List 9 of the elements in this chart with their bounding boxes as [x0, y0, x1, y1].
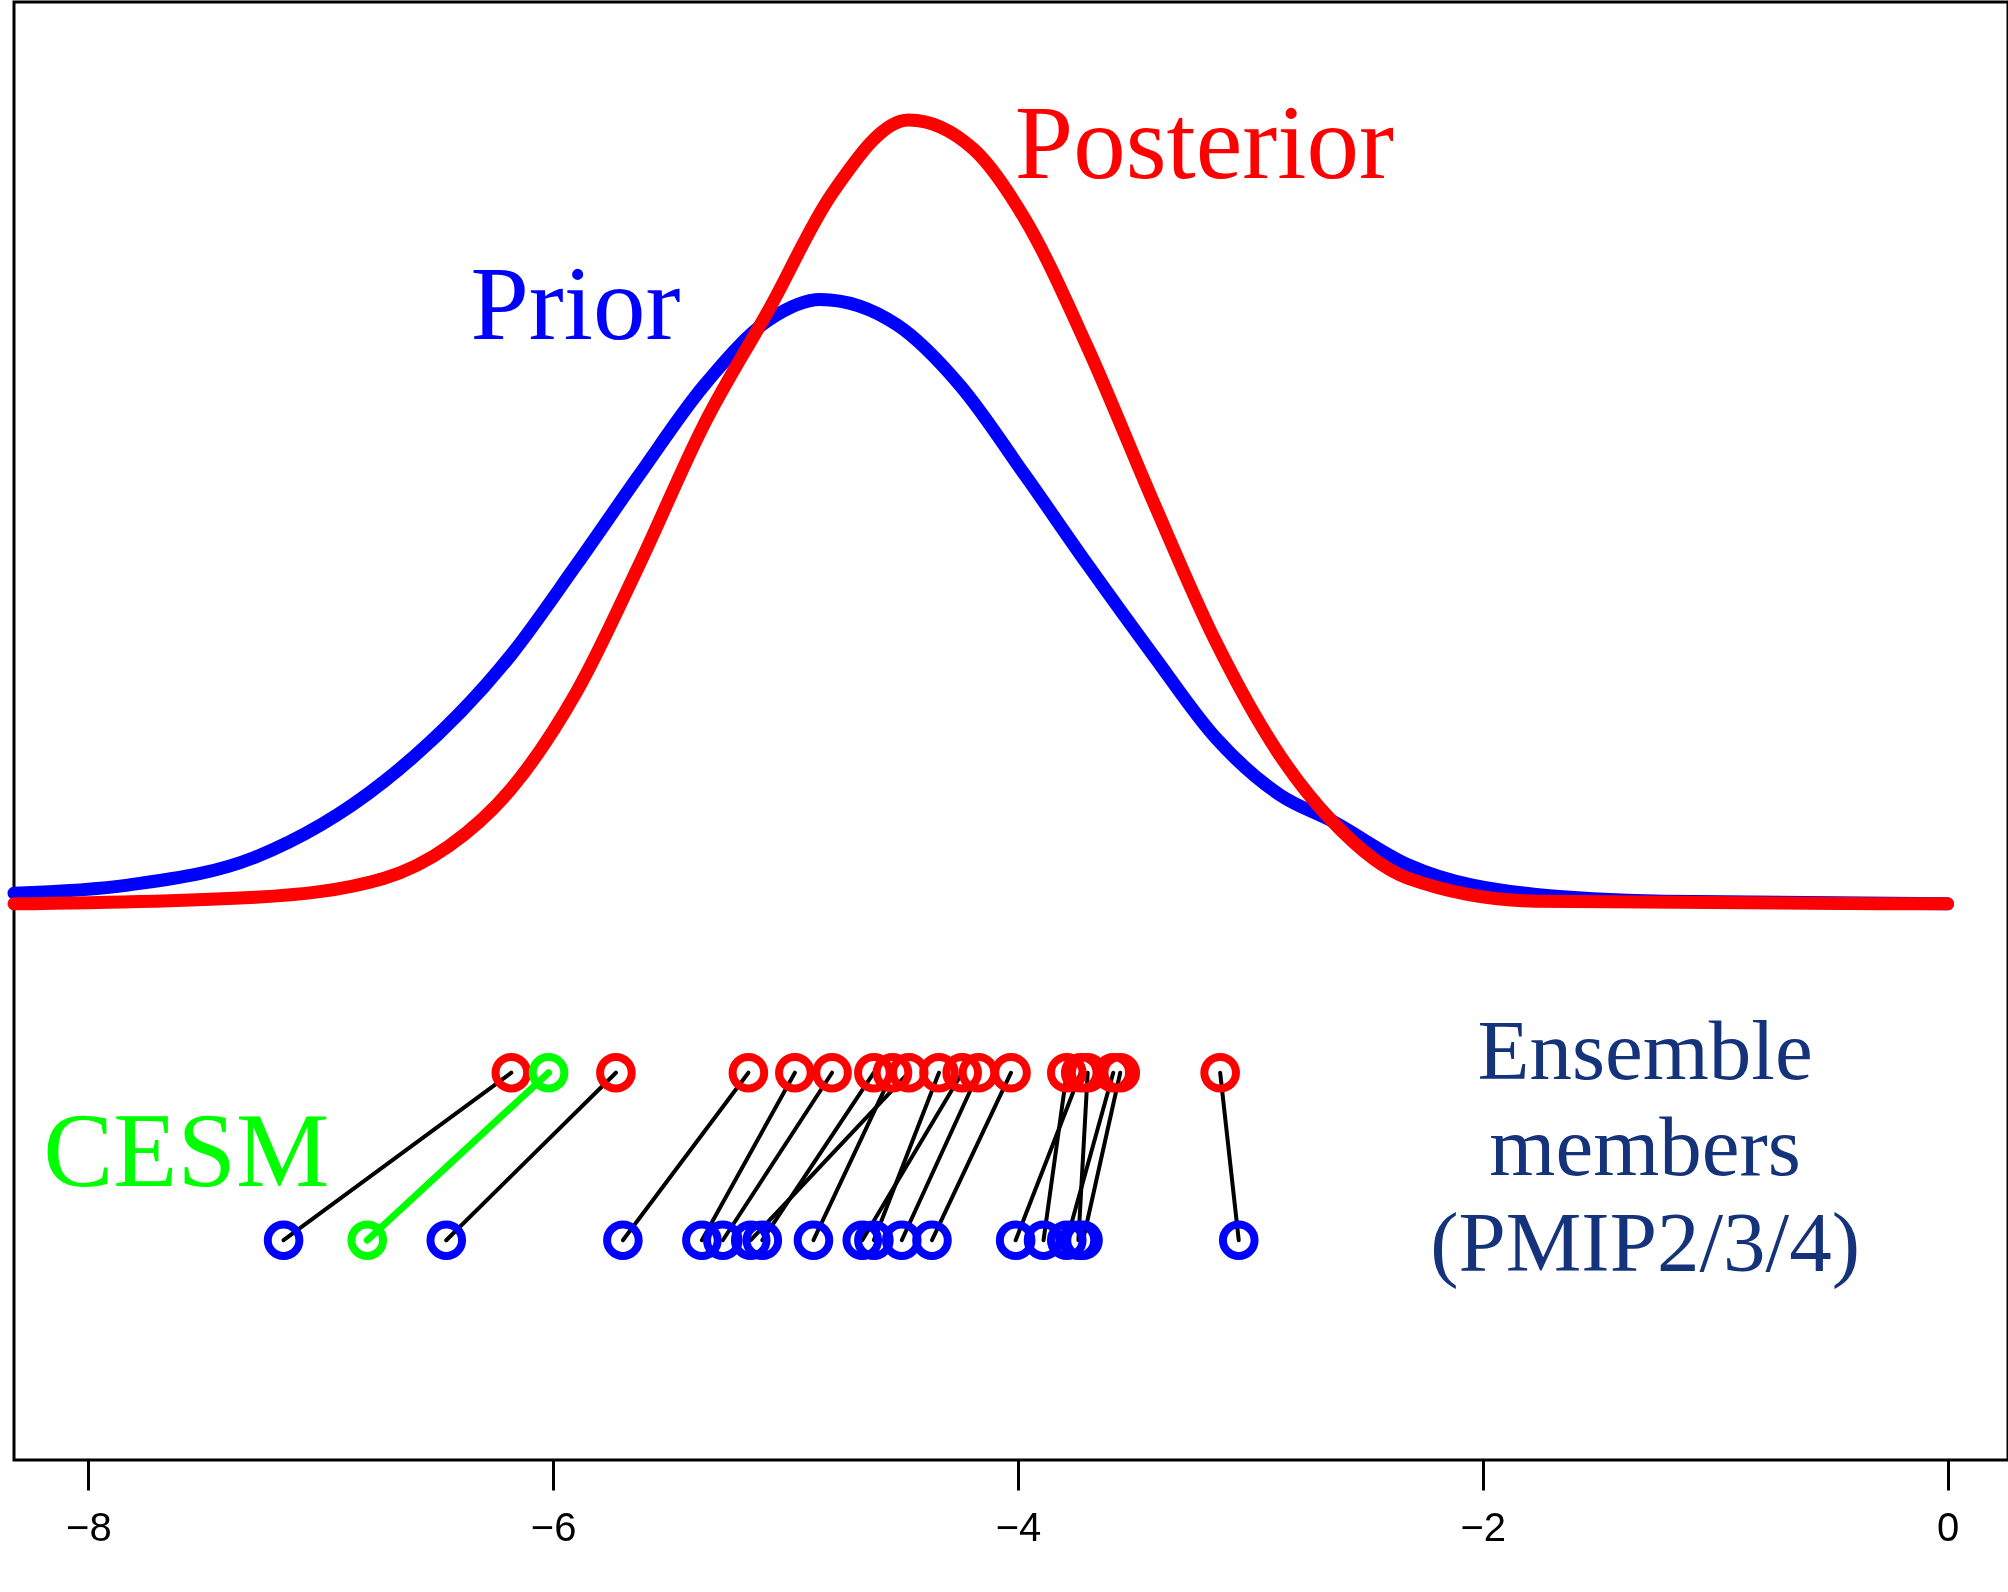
series-label: CESM [43, 1092, 330, 1210]
x-tick-label: −2 [1460, 1504, 1507, 1549]
series-label: Prior [470, 245, 681, 363]
annotation: Ensemble members (PMIP2/3/4) [1430, 1003, 1860, 1290]
x-tick-label: −6 [530, 1504, 577, 1549]
series-label: Posterior [1014, 83, 1394, 201]
x-tick-label: −4 [995, 1504, 1042, 1549]
x-tick-label: −8 [66, 1504, 112, 1549]
x-tick-label: 0 [1936, 1504, 1960, 1549]
